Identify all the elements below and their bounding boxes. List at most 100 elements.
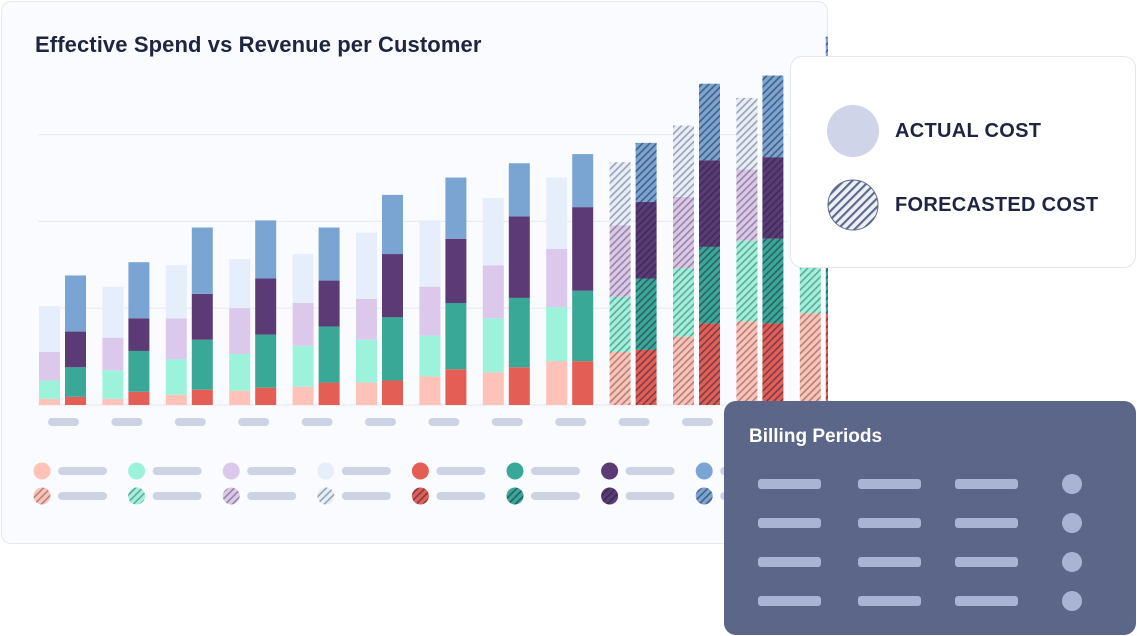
forecast-bar-segment[interactable] — [635, 142, 657, 203]
forecast-bar-segment[interactable] — [699, 83, 720, 161]
forecast-bar-segment[interactable] — [673, 196, 694, 269]
bar-segment[interactable] — [229, 308, 251, 354]
bar-segment[interactable] — [191, 339, 213, 390]
forecast-bar-segment[interactable] — [762, 75, 784, 158]
bar-segment[interactable] — [255, 220, 277, 279]
bar-segment[interactable] — [255, 387, 277, 405]
bar-segment[interactable] — [165, 265, 187, 319]
bar-segment[interactable] — [382, 317, 403, 381]
bar-segment[interactable] — [572, 361, 594, 405]
billing-period-row[interactable] — [724, 591, 1136, 611]
bar-segment[interactable] — [572, 290, 594, 362]
bar-segment[interactable] — [255, 278, 277, 335]
forecast-bar-segment[interactable] — [673, 268, 694, 337]
bar-segment[interactable] — [128, 262, 150, 319]
forecast-bar-segment[interactable] — [799, 313, 821, 405]
billing-period-status-dot-icon[interactable] — [1062, 513, 1082, 533]
forecast-bar-segment[interactable] — [736, 97, 758, 170]
forecast-bar-segment[interactable] — [699, 323, 720, 405]
bar-segment[interactable] — [419, 286, 441, 336]
bar-segment[interactable] — [229, 354, 251, 391]
billing-period-row[interactable] — [724, 474, 1136, 494]
bar-segment[interactable] — [445, 177, 467, 239]
bar-segment[interactable] — [128, 391, 150, 405]
bar-segment[interactable] — [39, 351, 60, 381]
bar-segment[interactable] — [356, 339, 377, 383]
bar-segment[interactable] — [356, 232, 377, 299]
bar-segment[interactable] — [508, 367, 530, 405]
forecast-bar-segment[interactable] — [699, 160, 720, 247]
billing-period-status-dot-icon[interactable] — [1062, 474, 1082, 494]
bar-segment[interactable] — [292, 386, 314, 405]
forecast-bar-segment[interactable] — [673, 336, 694, 405]
billing-period-status-dot-icon[interactable] — [1062, 591, 1082, 611]
bar-segment[interactable] — [292, 303, 314, 346]
bar-segment[interactable] — [508, 216, 530, 298]
forecast-bar-segment[interactable] — [635, 278, 657, 350]
bar-segment[interactable] — [318, 326, 340, 383]
bar-segment[interactable] — [39, 380, 60, 399]
bar-segment[interactable] — [165, 359, 187, 395]
bar-segment[interactable] — [191, 227, 213, 294]
bar-segment[interactable] — [65, 396, 86, 405]
bar-segment[interactable] — [255, 334, 277, 388]
bar-segment[interactable] — [382, 380, 403, 405]
bar-segment[interactable] — [39, 398, 60, 405]
bar-segment[interactable] — [419, 376, 441, 405]
forecast-bar-segment[interactable] — [609, 296, 631, 352]
forecast-bar-segment[interactable] — [736, 169, 758, 241]
billing-period-row[interactable] — [724, 513, 1136, 533]
billing-period-row[interactable] — [724, 552, 1136, 572]
bar-segment[interactable] — [318, 280, 340, 327]
bar-segment[interactable] — [482, 318, 504, 373]
forecast-bar-segment[interactable] — [762, 323, 784, 405]
forecast-bar-segment[interactable] — [673, 125, 694, 197]
forecast-bar-segment[interactable] — [635, 202, 657, 279]
bar-segment[interactable] — [445, 369, 467, 405]
forecast-bar-segment[interactable] — [635, 349, 657, 405]
bar-segment[interactable] — [165, 394, 187, 405]
bar-segment[interactable] — [229, 259, 251, 309]
bar-segment[interactable] — [382, 254, 403, 318]
bar-segment[interactable] — [482, 265, 504, 319]
forecast-bar-segment[interactable] — [699, 246, 720, 324]
forecast-bar-segment[interactable] — [762, 157, 784, 239]
bar-segment[interactable] — [318, 227, 340, 281]
forecast-bar-segment[interactable] — [736, 240, 758, 322]
bar-segment[interactable] — [482, 197, 504, 266]
bar-segment[interactable] — [39, 306, 60, 352]
bar-segment[interactable] — [546, 177, 568, 249]
bar-segment[interactable] — [356, 382, 377, 405]
bar-segment[interactable] — [508, 297, 530, 368]
bar-segment[interactable] — [191, 389, 213, 405]
bar-segment[interactable] — [102, 370, 124, 399]
bar-segment[interactable] — [165, 318, 187, 360]
bar-segment[interactable] — [318, 382, 340, 405]
bar-segment[interactable] — [128, 318, 150, 351]
bar-segment[interactable] — [445, 303, 467, 370]
bar-segment[interactable] — [128, 350, 150, 392]
bar-segment[interactable] — [419, 220, 441, 287]
forecast-bar-segment[interactable] — [609, 225, 631, 297]
bar-segment[interactable] — [292, 254, 314, 303]
forecast-bar-segment[interactable] — [609, 162, 631, 226]
bar-segment[interactable] — [102, 398, 124, 405]
bar-segment[interactable] — [546, 307, 568, 362]
forecast-bar-segment[interactable] — [825, 313, 828, 405]
bar-segment[interactable] — [546, 248, 568, 308]
forecast-bar-segment[interactable] — [609, 351, 631, 405]
bar-segment[interactable] — [102, 337, 124, 371]
bar-segment[interactable] — [508, 163, 530, 217]
bar-segment[interactable] — [102, 286, 124, 338]
bar-segment[interactable] — [572, 154, 594, 208]
bar-segment[interactable] — [356, 298, 377, 340]
billing-period-status-dot-icon[interactable] — [1062, 552, 1082, 572]
bar-segment[interactable] — [65, 331, 86, 368]
bar-segment[interactable] — [292, 345, 314, 387]
bar-segment[interactable] — [65, 367, 86, 397]
bar-segment[interactable] — [419, 335, 441, 377]
forecast-bar-segment[interactable] — [762, 238, 784, 324]
bar-segment[interactable] — [382, 194, 403, 255]
forecast-bar-segment[interactable] — [736, 321, 758, 405]
bar-segment[interactable] — [229, 390, 251, 405]
